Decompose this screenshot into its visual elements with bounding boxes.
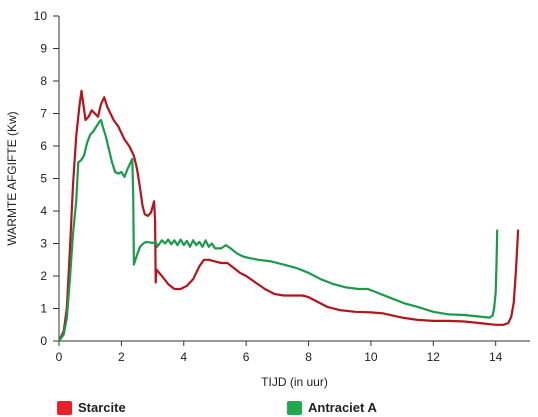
series-line-antraciet-a: [57, 118, 499, 343]
y-tick-label: 1: [40, 302, 47, 316]
legend-item-starcite: Starcite: [57, 400, 126, 415]
y-tick-label: 0: [40, 334, 47, 348]
y-tick-label: 5: [40, 172, 47, 186]
x-tick-label: 8: [305, 350, 312, 364]
legend-swatch-starcite: [57, 400, 72, 415]
y-tick-label: 4: [40, 204, 47, 218]
x-tick-label: 14: [489, 350, 503, 364]
y-tick-label: 7: [40, 107, 47, 121]
y-tick-label: 3: [40, 237, 47, 251]
x-tick-label: 0: [56, 350, 63, 364]
y-axis-title: WARMTE AFGIFTE (Kw): [5, 111, 19, 245]
y-tick-label: 2: [40, 269, 47, 283]
x-tick-label: 4: [180, 350, 187, 364]
legend-label-antraciet-a: Antraciet A: [308, 400, 377, 415]
series-lines: [57, 89, 520, 343]
legend-swatch-antraciet-a: [287, 400, 302, 415]
legend-label-starcite: Starcite: [78, 400, 126, 415]
y-tick-label: 10: [34, 9, 48, 23]
x-tick-label: 10: [364, 350, 378, 364]
x-tick-label: 12: [427, 350, 441, 364]
x-tick-label: 6: [243, 350, 250, 364]
y-tick-label: 6: [40, 139, 47, 153]
series-line-starcite: [57, 89, 520, 343]
gridlines: [53, 15, 497, 346]
x-tick-label: 2: [118, 350, 125, 364]
legend: Starcite Antraciet A: [0, 398, 538, 417]
x-axis-title: TIJD (in uur): [261, 375, 328, 389]
y-tick-label: 8: [40, 74, 47, 88]
legend-item-antraciet-a: Antraciet A: [287, 400, 377, 415]
axes: [58, 16, 530, 342]
y-tick-label: 9: [40, 42, 47, 56]
